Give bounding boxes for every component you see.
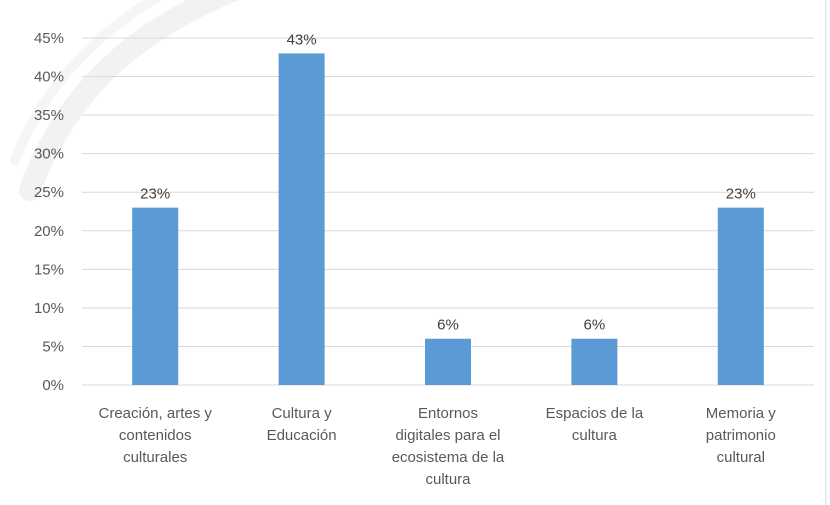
y-tick-label: 20%: [34, 223, 64, 240]
x-category-line: Creación, artes y: [99, 405, 213, 422]
data-labels: 23% 43% 6% 6% 23%: [140, 31, 756, 333]
data-label: 6%: [584, 317, 606, 334]
x-axis-categories: Creación, artes y contenidos culturales Cul…: [99, 405, 777, 488]
x-category-line: Memoria y: [706, 405, 777, 422]
x-category-label: Creación, artes y contenidos culturales: [99, 405, 213, 466]
y-tick-label: 15%: [34, 261, 64, 278]
y-tick-label: 10%: [34, 300, 64, 317]
bar: [132, 207, 179, 385]
y-axis-ticks: 0% 5% 10% 15% 20% 25% 30% 35% 40% 45%: [34, 30, 64, 394]
y-tick-label: 0%: [42, 377, 64, 394]
x-category-line: contenidos: [119, 427, 192, 444]
bar: [571, 338, 618, 385]
y-tick-label: 40%: [34, 69, 64, 86]
data-label: 23%: [726, 186, 756, 203]
y-tick-label: 30%: [34, 146, 64, 163]
bar: [717, 207, 764, 385]
y-tick-label: 45%: [34, 30, 64, 47]
x-category-label: Cultura y Educación: [267, 405, 337, 444]
x-category-line: Cultura y: [272, 405, 333, 422]
x-category-line: patrimonio: [706, 427, 776, 444]
bars: [132, 53, 764, 386]
x-category-line: Educación: [267, 427, 337, 444]
y-tick-label: 5%: [42, 338, 64, 355]
bar: [425, 338, 471, 385]
x-category-line: cultura: [572, 427, 618, 444]
x-category-label: Espacios de la cultura: [546, 405, 644, 444]
data-label: 6%: [437, 317, 459, 334]
x-category-label: Entornos digitales para el ecosistema de l…: [392, 405, 505, 488]
x-category-line: Entornos: [418, 405, 478, 422]
x-category-line: digitales para el: [395, 427, 500, 444]
data-label: 43%: [287, 31, 317, 48]
x-category-line: Espacios de la: [546, 405, 644, 422]
x-category-line: culturales: [123, 449, 187, 466]
gridlines: [82, 37, 814, 386]
x-category-label: Memoria y patrimonio cultural: [706, 405, 777, 466]
x-category-line: cultural: [717, 449, 765, 466]
x-category-line: ecosistema de la: [392, 449, 505, 466]
y-tick-label: 35%: [34, 107, 64, 124]
y-tick-label: 25%: [34, 184, 64, 201]
data-label: 23%: [140, 186, 170, 203]
x-category-line: cultura: [425, 471, 471, 488]
bar: [278, 53, 325, 386]
